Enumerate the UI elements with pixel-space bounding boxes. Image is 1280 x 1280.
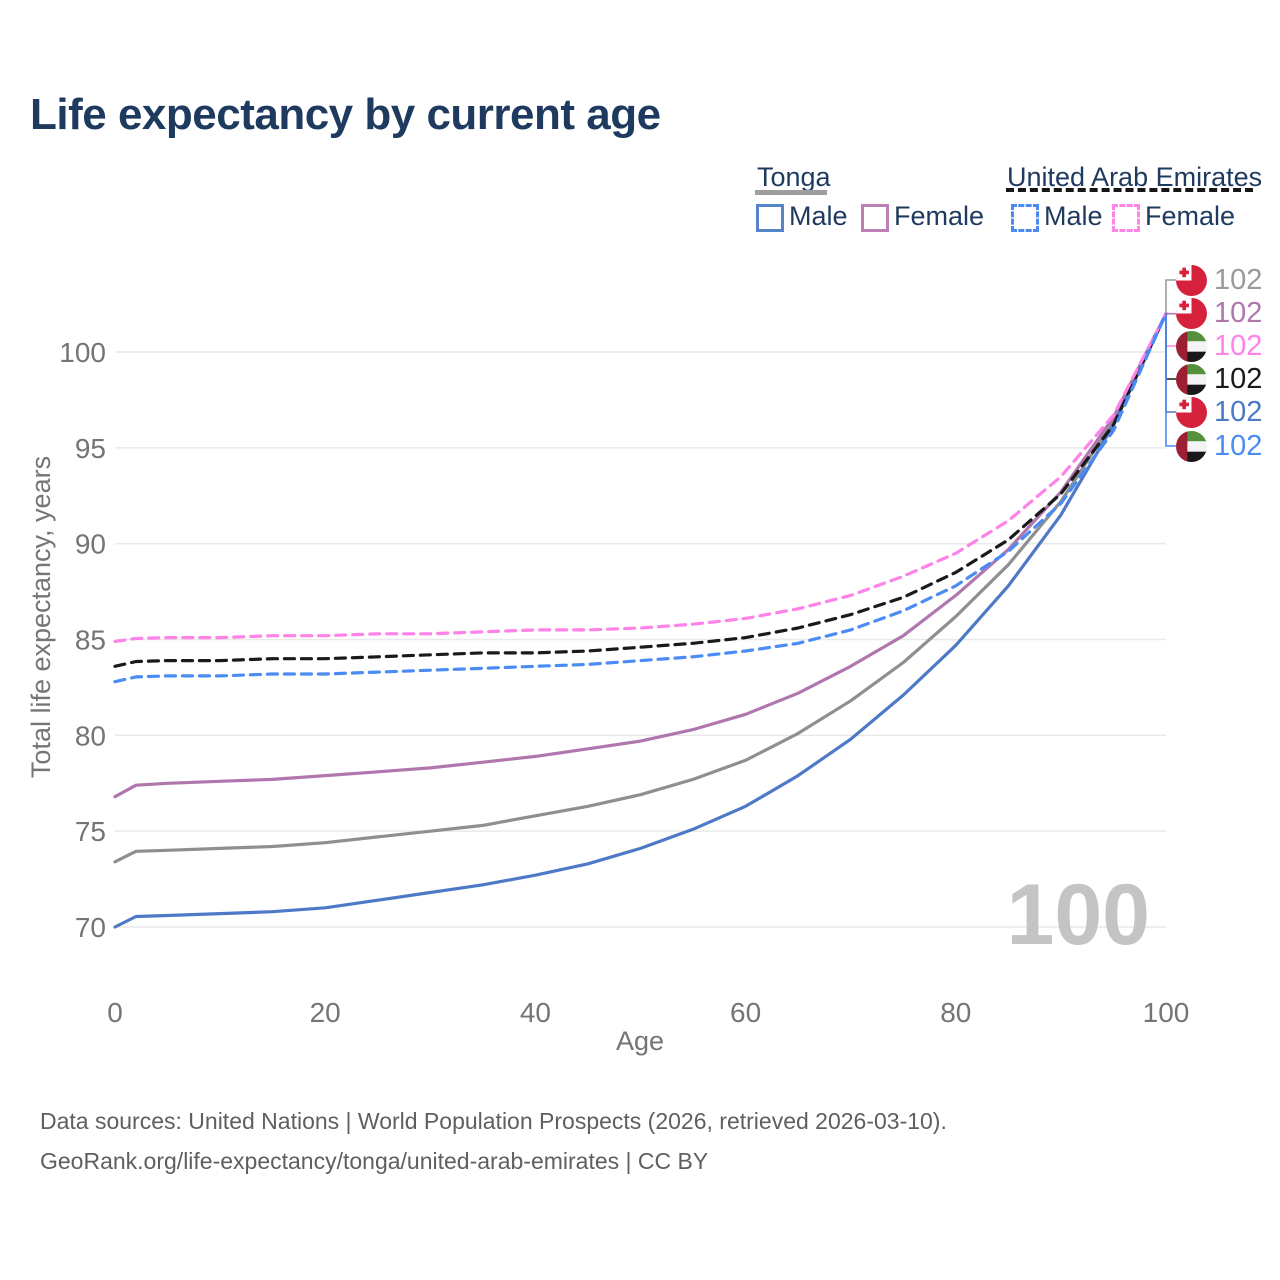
endpoint-row-tonga-male: 102 bbox=[1176, 396, 1262, 428]
x-tick-label-100: 100 bbox=[1143, 997, 1190, 1028]
series-line-tonga-total bbox=[113, 312, 1168, 864]
series-line-united-arab-emirates-female bbox=[113, 312, 1168, 644]
endpoint-value: 102 bbox=[1214, 396, 1263, 428]
endpoint-value: 102 bbox=[1214, 330, 1263, 362]
legend-label-tonga-female[interactable]: Female bbox=[894, 201, 985, 231]
legend-swatch-uae-male[interactable] bbox=[1011, 204, 1039, 232]
y-tick-label-85: 85 bbox=[75, 625, 106, 656]
legend-group-tonga-title[interactable]: Tonga bbox=[757, 162, 831, 192]
x-tick-label-20: 20 bbox=[310, 997, 341, 1028]
endpoint-value: 102 bbox=[1214, 264, 1263, 296]
legend-group-uae-title[interactable]: United Arab Emirates bbox=[1007, 162, 1263, 192]
x-tick-label-0: 0 bbox=[107, 997, 123, 1028]
attribution-link-text: GeoRank.org/life-expectancy/tonga/united… bbox=[40, 1148, 709, 1174]
legend-swatch-tonga-male[interactable] bbox=[756, 204, 784, 232]
legend-tonga-underline bbox=[755, 190, 827, 195]
leader-line-2 bbox=[1165, 313, 1176, 347]
x-tick-label-80: 80 bbox=[940, 997, 971, 1028]
page-title: Life expectancy by current age bbox=[30, 90, 661, 139]
tonga-flag-icon bbox=[1176, 265, 1207, 296]
legend-swatch-uae-female[interactable] bbox=[1112, 204, 1140, 232]
endpoint-row-uae-total: 102 bbox=[1176, 363, 1262, 395]
data-sources-text: Data sources: United Nations | World Pop… bbox=[40, 1108, 947, 1134]
y-axis-title: Total life expectancy, years bbox=[26, 456, 56, 778]
legend-label-tonga-male[interactable]: Male bbox=[789, 201, 848, 231]
uae-flag-icon bbox=[1176, 331, 1207, 362]
endpoint-value: 102 bbox=[1214, 430, 1263, 462]
y-tick-label-80: 80 bbox=[75, 720, 106, 751]
y-tick-label-90: 90 bbox=[75, 529, 106, 560]
legend-uae-underline bbox=[1006, 188, 1253, 192]
series-line-tonga-male bbox=[113, 312, 1168, 929]
leader-line-4 bbox=[1165, 313, 1176, 413]
legend-label-uae-female[interactable]: Female bbox=[1145, 201, 1236, 231]
tonga-flag-icon bbox=[1176, 397, 1207, 428]
tonga-flag-icon bbox=[1176, 298, 1207, 329]
legend-swatch-tonga-female[interactable] bbox=[861, 204, 889, 232]
leader-line-5 bbox=[1165, 313, 1176, 447]
x-tick-label-60: 60 bbox=[730, 997, 761, 1028]
endpoint-row-tonga-total: 102 bbox=[1176, 264, 1262, 296]
endpoint-row-uae-female: 102 bbox=[1176, 330, 1262, 362]
watermark-age-100: 100 bbox=[1007, 867, 1151, 963]
series-line-tonga-female bbox=[113, 312, 1168, 799]
legend-label-uae-male[interactable]: Male bbox=[1044, 201, 1103, 231]
y-tick-label-100: 100 bbox=[59, 337, 106, 368]
endpoint-row-tonga-female: 102 bbox=[1176, 297, 1262, 329]
series-line-united-arab-emirates-total bbox=[113, 312, 1168, 668]
endpoint-value: 102 bbox=[1214, 297, 1263, 329]
uae-flag-icon bbox=[1176, 431, 1207, 462]
y-tick-label-75: 75 bbox=[75, 816, 106, 847]
endpoint-row-uae-male: 102 bbox=[1176, 430, 1262, 462]
endpoint-value: 102 bbox=[1214, 363, 1263, 395]
x-axis-title: Age bbox=[616, 1026, 664, 1056]
uae-flag-icon bbox=[1176, 364, 1207, 395]
x-tick-label-40: 40 bbox=[520, 997, 551, 1028]
y-tick-label-70: 70 bbox=[75, 912, 106, 943]
y-tick-label-95: 95 bbox=[75, 433, 106, 464]
series-line-united-arab-emirates-male bbox=[113, 312, 1168, 684]
leader-line-0 bbox=[1165, 279, 1176, 314]
